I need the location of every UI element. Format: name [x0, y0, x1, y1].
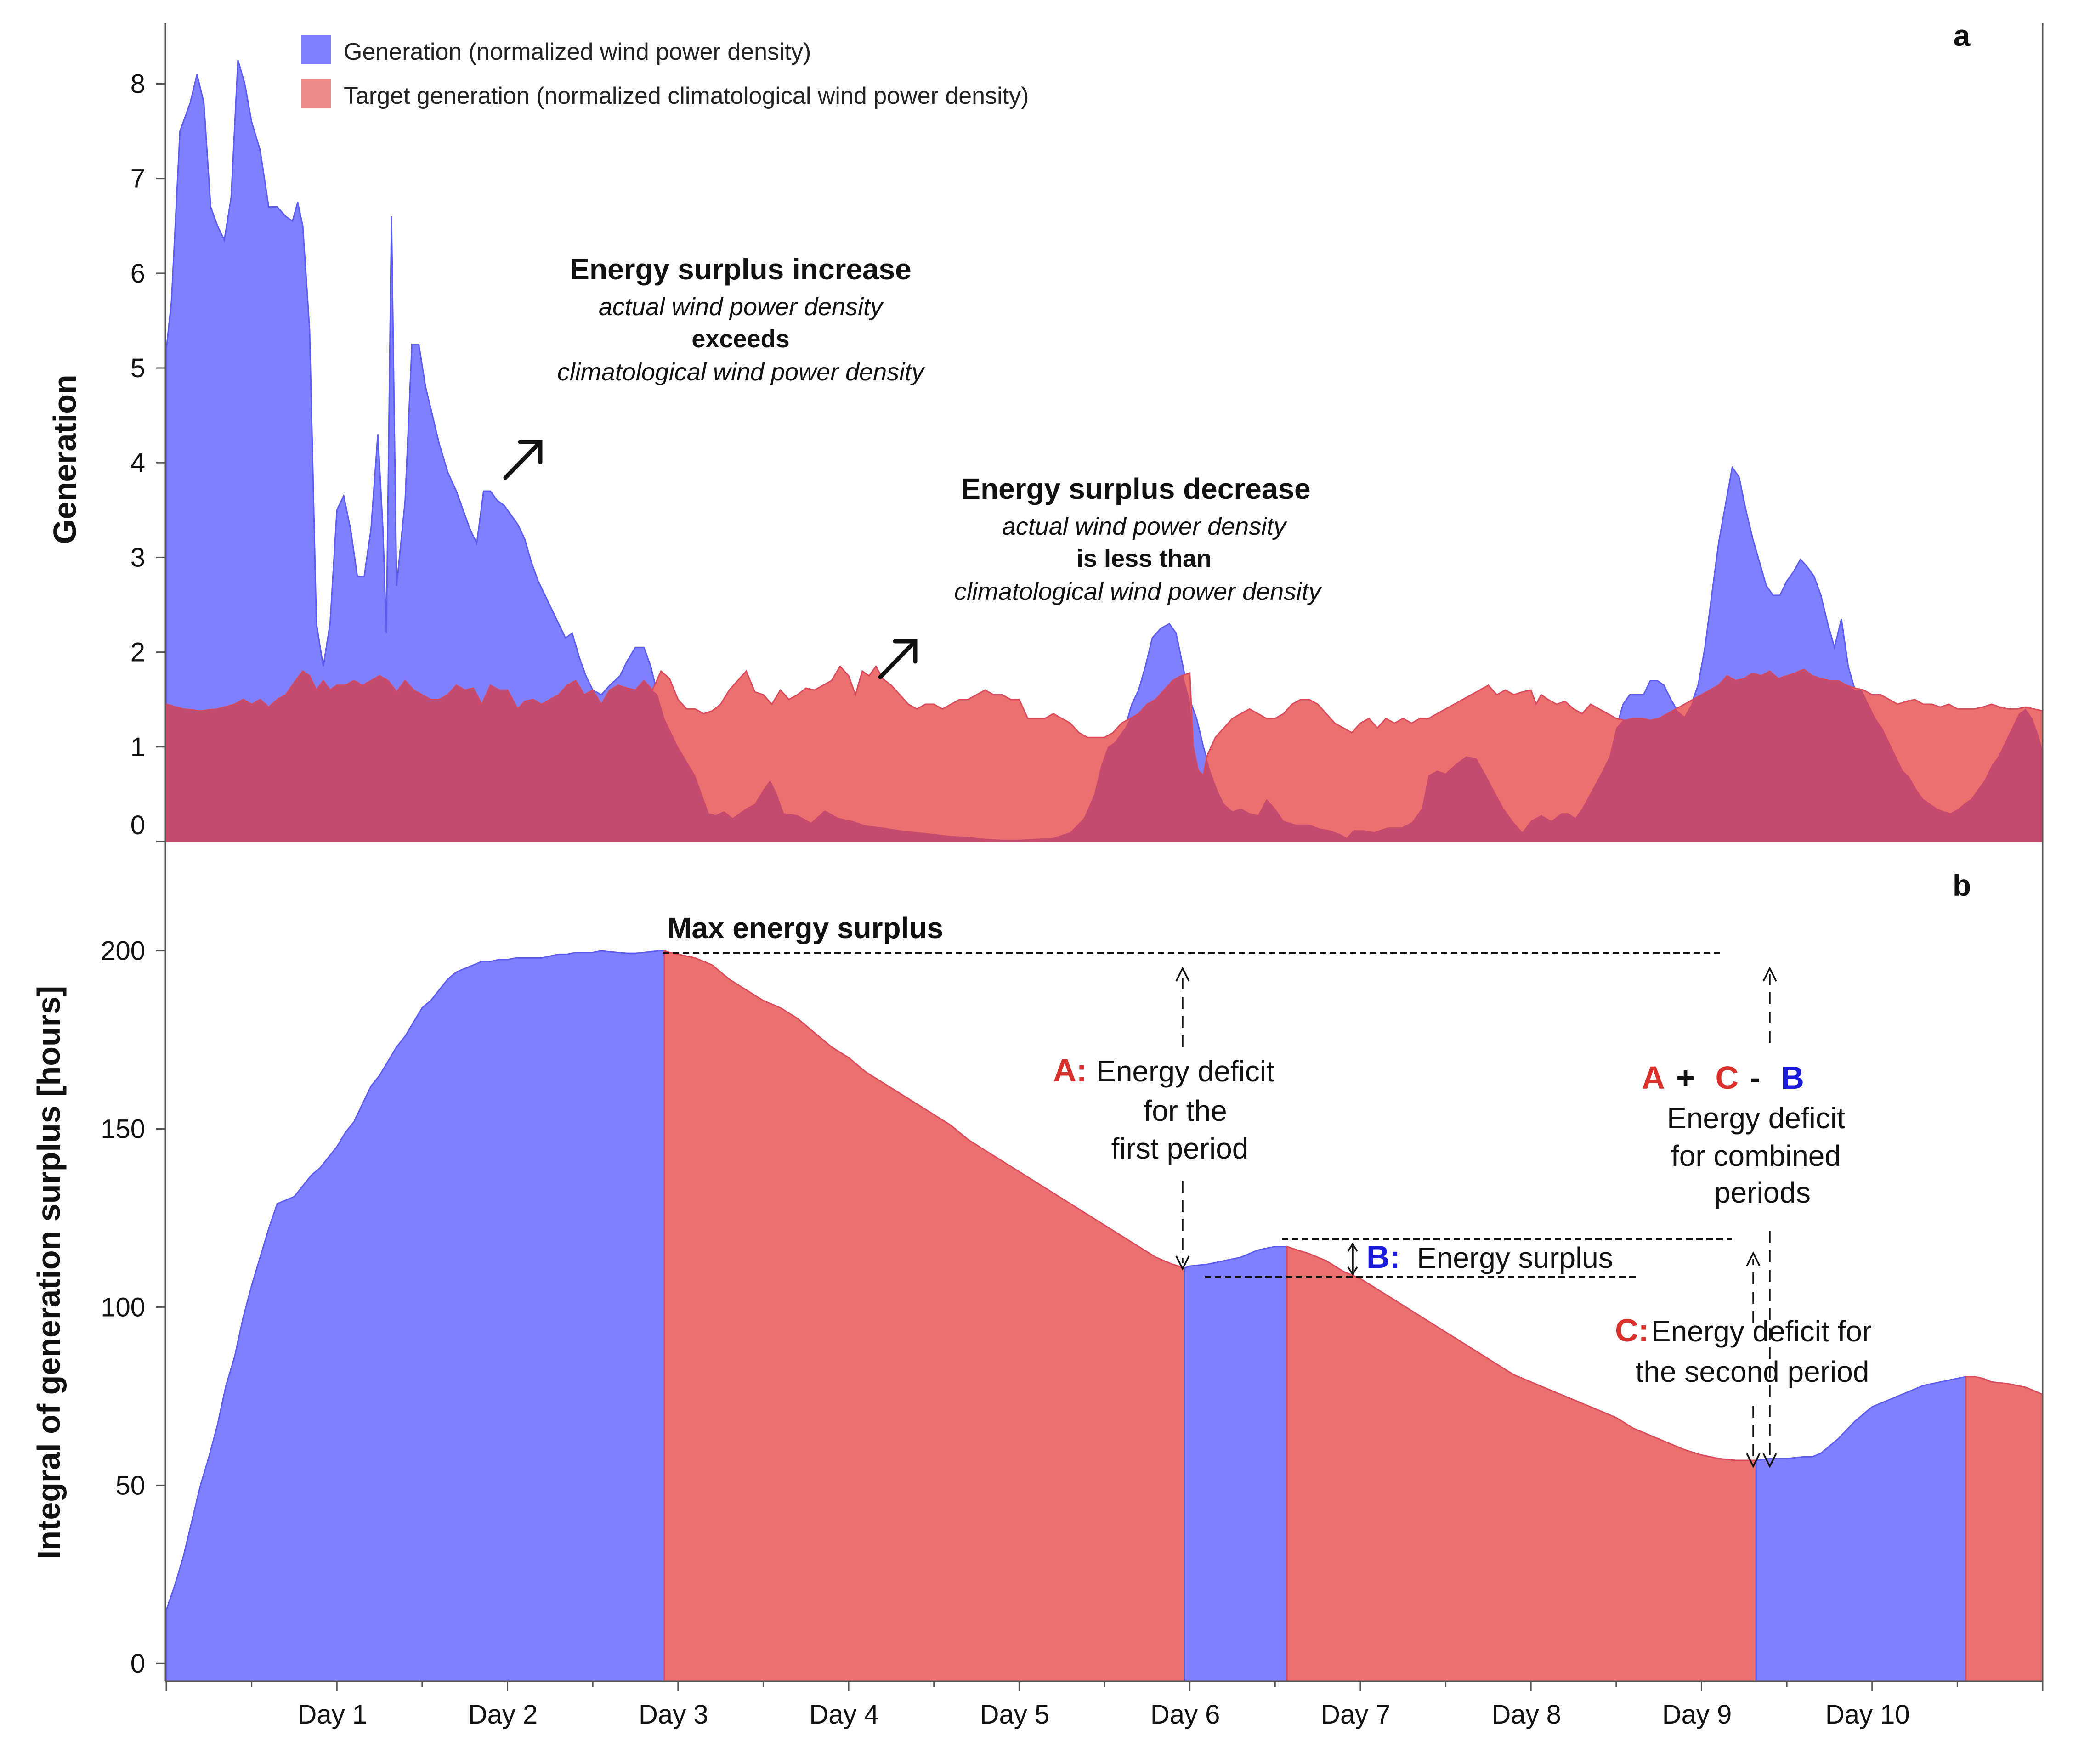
- decrease-line2: is less than: [1076, 545, 1212, 572]
- panel-a-y-tick-label: 4: [130, 448, 145, 478]
- combo-plus: +: [1676, 1060, 1695, 1096]
- A-line1: Energy deficit: [1096, 1055, 1274, 1088]
- legend-swatch-generation: [301, 35, 331, 64]
- panel-a-y-tick-label: 8: [130, 69, 145, 99]
- panel-a-letter: a: [1954, 18, 1971, 52]
- x-axis-ticks: Day 1 Day 2 Day 3 Day 4 Day 5 Day 6 Day 7 Day 8…: [165, 1681, 2044, 1730]
- deficit-segment-area: [663, 950, 1185, 1682]
- combo-A: A: [1642, 1060, 1665, 1096]
- legend-label-target: Target generation (normalized climatolog…: [344, 83, 1029, 109]
- legend-label-generation: Generation (normalized wind power densit…: [344, 39, 811, 65]
- panel-b-letter: b: [1953, 868, 1971, 902]
- combo-B: B: [1781, 1060, 1804, 1096]
- combo-line2: for combined: [1671, 1139, 1841, 1172]
- C-letter: C:: [1615, 1312, 1649, 1348]
- decrease-line3: climatological wind power density: [954, 578, 1322, 605]
- C-line1: Energy deficit for: [1651, 1315, 1872, 1348]
- panel-b-y-tick-label: 100: [101, 1292, 145, 1322]
- deficit-segment-area: [1286, 1245, 1757, 1682]
- deficit-segment-area: [1965, 1376, 2044, 1682]
- C-line2: the second period: [1636, 1355, 1869, 1388]
- integral-areas: [165, 950, 2044, 1682]
- panel-b-y-tick-label: 200: [101, 936, 145, 966]
- C-down-arrowhead-icon: [1746, 1453, 1761, 1468]
- panel-a: 0 1 2 3 4 5 6 7 8 Generation a Generation (norma…: [47, 18, 2044, 854]
- panel-a-y-tick-label: 1: [130, 732, 145, 762]
- increase-line3: climatological wind power density: [557, 358, 925, 386]
- panel-a-y-tick-label: 2: [130, 638, 145, 667]
- B-letter: B:: [1366, 1239, 1400, 1275]
- panel-a-y-tick-label: 3: [130, 543, 145, 572]
- increase-line2: exceeds: [691, 325, 789, 353]
- combo-line1: Energy deficit: [1667, 1102, 1845, 1135]
- combo-up-arrowhead-icon: [1762, 967, 1777, 982]
- increase-arrow-icon: [503, 440, 543, 480]
- A-line3: first period: [1111, 1132, 1249, 1165]
- panel-a-y-tick-label: 6: [130, 259, 145, 288]
- annotation-combined: A + C - B Energy deficit for combined pe…: [1642, 967, 1845, 1468]
- combo-line3: periods: [1714, 1176, 1811, 1209]
- B-text: Energy surplus: [1417, 1241, 1613, 1274]
- annotation-surplus-increase: Energy surplus increase actual wind powe…: [503, 253, 925, 480]
- x-tick-label: Day 1: [298, 1700, 368, 1730]
- surplus-segment-area: [1755, 1375, 1967, 1682]
- A-down-arrowhead-icon: [1175, 1255, 1190, 1271]
- combo-down-arrowhead-icon: [1762, 1453, 1777, 1468]
- annotation-B: B: Energy surplus: [1205, 1238, 1732, 1278]
- x-tick-label: Day 8: [1491, 1700, 1561, 1730]
- A-letter: A:: [1053, 1052, 1087, 1088]
- panel-a-y-label: Generation: [47, 374, 83, 544]
- B-double-arrowheads-icon: [1347, 1242, 1358, 1276]
- combo-formula: A + C - B: [1642, 1060, 1804, 1096]
- C-up-arrowhead-icon: [1746, 1251, 1761, 1266]
- panel-b-y-tick-label: 0: [130, 1649, 145, 1679]
- annotation-surplus-decrease: Energy surplus decrease actual wind powe…: [878, 472, 1322, 679]
- x-tick-label: Day 7: [1321, 1700, 1391, 1730]
- max-surplus-label: Max energy surplus: [667, 911, 943, 944]
- x-tick-label: Day 6: [1150, 1700, 1220, 1730]
- A-line2: for the: [1144, 1094, 1227, 1127]
- x-tick-label: Day 4: [809, 1700, 879, 1730]
- increase-title: Energy surplus increase: [570, 253, 911, 286]
- x-tick-label: Day 3: [639, 1700, 708, 1730]
- panel-a-y-tick-label: 0: [130, 810, 145, 840]
- panel-b-y-tick-label: 150: [101, 1114, 145, 1144]
- legend: Generation (normalized wind power densit…: [301, 35, 1029, 109]
- panel-a-y-ticks: 0 1 2 3 4 5 6 7 8: [130, 69, 165, 842]
- surplus-segment-area: [1184, 1246, 1288, 1682]
- overlap-area: [166, 669, 2043, 842]
- x-tick-label: Day 9: [1662, 1700, 1732, 1730]
- panel-b-y-label: Integral of generation surplus [hours]: [31, 986, 67, 1559]
- legend-swatch-target: [301, 79, 331, 108]
- annotation-A: A: Energy deficit for the first period: [1053, 967, 1274, 1271]
- surplus-segment-area: [165, 950, 665, 1682]
- A-up-arrowhead-icon: [1175, 967, 1190, 982]
- x-tick-label: Day 5: [980, 1700, 1050, 1730]
- panel-a-y-tick-label: 7: [130, 164, 145, 194]
- panel-b-y-ticks: 0 50 100 150 200: [101, 936, 165, 1679]
- combo-C: C: [1716, 1060, 1739, 1096]
- x-tick-label: Day 2: [468, 1700, 538, 1730]
- decrease-arrow-icon: [878, 639, 918, 679]
- x-tick-label: Day 10: [1825, 1700, 1910, 1730]
- increase-line1: actual wind power density: [599, 293, 884, 321]
- decrease-line1: actual wind power density: [1002, 513, 1287, 540]
- combo-minus: -: [1750, 1060, 1761, 1096]
- decrease-title: Energy surplus decrease: [961, 472, 1310, 505]
- panel-b-y-tick-label: 50: [115, 1470, 145, 1500]
- panel-a-y-tick-label: 5: [130, 353, 145, 383]
- annotation-C: C: Energy deficit for the second period: [1615, 1251, 1872, 1468]
